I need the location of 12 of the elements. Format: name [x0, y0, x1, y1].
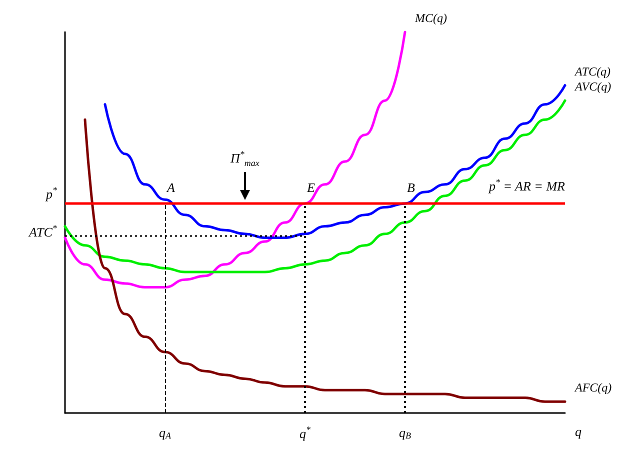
ref-line-label: p$^{*}$: [46, 184, 57, 202]
ref-line-label: ATC$^{*}$: [29, 222, 57, 240]
annotation: A: [167, 180, 175, 195]
series-label: MC(q): [414, 11, 447, 25]
x-tick-label: q*: [300, 424, 311, 441]
annotation: B: [407, 180, 415, 195]
series-label: AVC(q): [574, 80, 612, 94]
annotation: p$^{*}$ = AR = MR: [489, 176, 565, 194]
x-axis-title: q: [575, 424, 582, 439]
series-label: AFC(q): [574, 380, 612, 395]
series-label: ATC(q): [574, 64, 611, 78]
annotation: E: [307, 180, 315, 195]
